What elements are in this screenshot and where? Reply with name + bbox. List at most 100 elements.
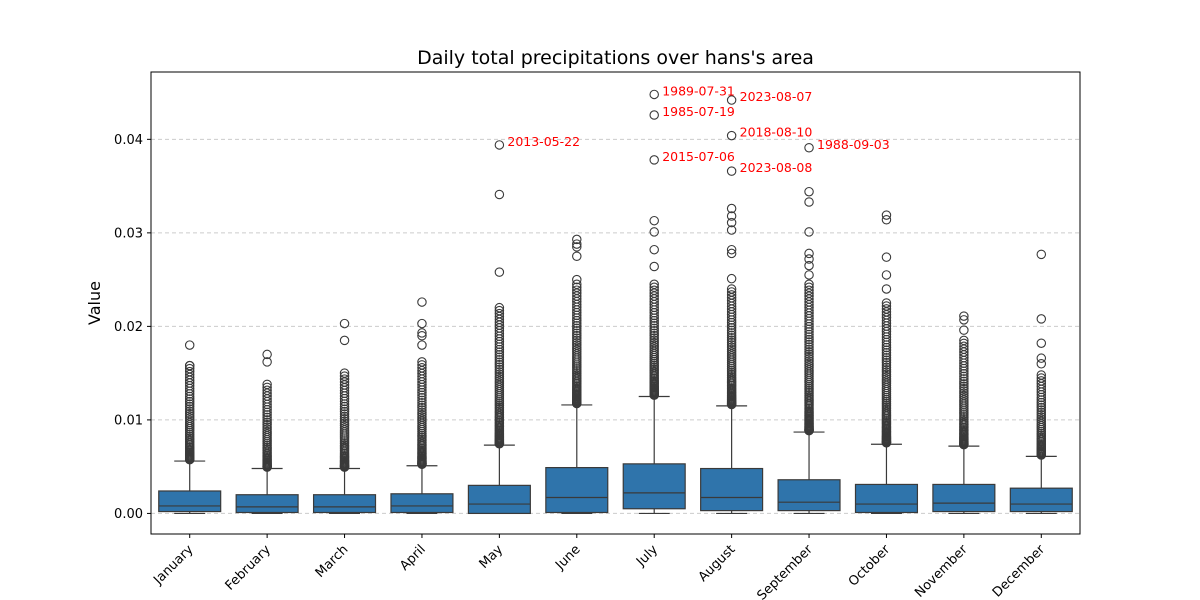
outlier-point	[184, 396, 195, 407]
outlier-point	[339, 368, 350, 378]
outlier-point	[881, 301, 892, 311]
iqr-box	[777, 479, 841, 512]
box-december	[1009, 249, 1073, 515]
outlier-point	[572, 234, 582, 245]
outlier-point	[184, 366, 195, 377]
outlier-point	[339, 418, 350, 429]
outlier-point	[649, 89, 659, 100]
outlier-point	[572, 318, 582, 328]
outlier-point	[572, 344, 582, 355]
outlier-point	[726, 273, 737, 284]
outlier-point	[649, 110, 659, 120]
outlier-point	[649, 215, 659, 226]
outlier-point	[726, 225, 737, 235]
outlier-point	[1036, 353, 1047, 363]
outlier-point	[649, 261, 659, 272]
x-tick-label: January	[150, 542, 196, 588]
outlier-point	[959, 386, 969, 396]
outlier-point	[881, 210, 892, 220]
outlier-point	[339, 406, 350, 417]
outlier-point	[726, 337, 737, 348]
x-tick-label: February	[223, 542, 275, 594]
outlier-point	[804, 356, 814, 366]
outlier-point	[1036, 376, 1047, 386]
outlier-point	[572, 242, 582, 252]
outlier-point	[572, 328, 582, 338]
outlier-point	[881, 304, 892, 314]
outlier-point	[339, 371, 350, 381]
outlier-point	[804, 285, 814, 296]
box-january	[158, 340, 222, 515]
box-june	[545, 234, 609, 515]
outlier-point	[959, 374, 969, 384]
outlier-point	[417, 412, 427, 422]
outlier-point	[649, 279, 659, 290]
outlier-point	[881, 371, 892, 382]
outlier-point	[1036, 249, 1047, 260]
outlier-point	[417, 297, 427, 307]
outlier-point	[494, 357, 505, 367]
outlier-point	[881, 369, 892, 380]
iqr-box	[467, 484, 531, 515]
outlier-point	[339, 411, 350, 422]
outlier-point	[959, 376, 969, 387]
outlier-point	[494, 374, 505, 384]
outlier-point	[649, 227, 659, 237]
outlier-point	[262, 419, 272, 430]
outlier-point	[804, 270, 814, 280]
outlier-date-annotation: 2015-07-06	[662, 149, 735, 164]
outlier-point	[417, 357, 427, 367]
outlier-point	[494, 364, 505, 375]
outlier-point	[804, 351, 814, 362]
outlier-point	[184, 340, 195, 350]
outlier-point	[726, 244, 737, 255]
outlier-point	[881, 270, 892, 280]
outlier-point	[572, 279, 582, 290]
outlier-point	[494, 376, 505, 386]
outlier-point	[881, 345, 892, 355]
outlier-point	[726, 335, 737, 345]
outlier-point	[417, 328, 427, 338]
outlier-point	[959, 381, 969, 391]
outlier-point	[494, 371, 505, 382]
outlier-point	[881, 284, 892, 294]
outlier-date-annotation: 1988-09-03	[817, 137, 890, 152]
outlier-point	[649, 326, 659, 336]
outlier-point	[881, 374, 892, 384]
outlier-point	[726, 166, 737, 176]
x-axis-ticks: January February March April May June July Augu…	[150, 534, 1049, 600]
outlier-point	[649, 321, 659, 331]
outlier-point	[417, 393, 427, 403]
outlier-point	[1036, 370, 1047, 380]
outlier-point	[881, 352, 892, 363]
x-tick-label: May	[477, 542, 507, 572]
outlier-point	[881, 357, 892, 368]
iqr-box	[1009, 487, 1073, 513]
outlier-point	[726, 328, 737, 338]
outlier-point	[494, 354, 505, 365]
iqr-box	[158, 490, 222, 513]
outlier-date-annotation: 2018-08-10	[740, 125, 813, 140]
outlier-point	[1036, 400, 1047, 410]
outlier-point	[184, 394, 195, 404]
outlier-point	[726, 290, 737, 300]
outlier-point	[417, 400, 427, 410]
outlier-point	[572, 342, 582, 353]
outlier-point	[494, 367, 505, 377]
outlier-point	[959, 383, 969, 394]
outlier-point	[881, 350, 892, 360]
outlier-point	[572, 321, 582, 331]
outlier-point	[881, 298, 892, 308]
outlier-point	[726, 346, 737, 357]
outlier-point	[1036, 402, 1047, 413]
iqr-box	[700, 467, 764, 512]
outlier-point	[726, 248, 737, 259]
outlier-point	[494, 189, 505, 200]
y-tick-label: 0.03	[114, 226, 143, 241]
outlier-point	[959, 335, 969, 346]
outlier-point	[262, 382, 272, 393]
outlier-point	[262, 379, 272, 390]
outlier-point	[339, 420, 350, 431]
outlier-point	[572, 285, 582, 295]
